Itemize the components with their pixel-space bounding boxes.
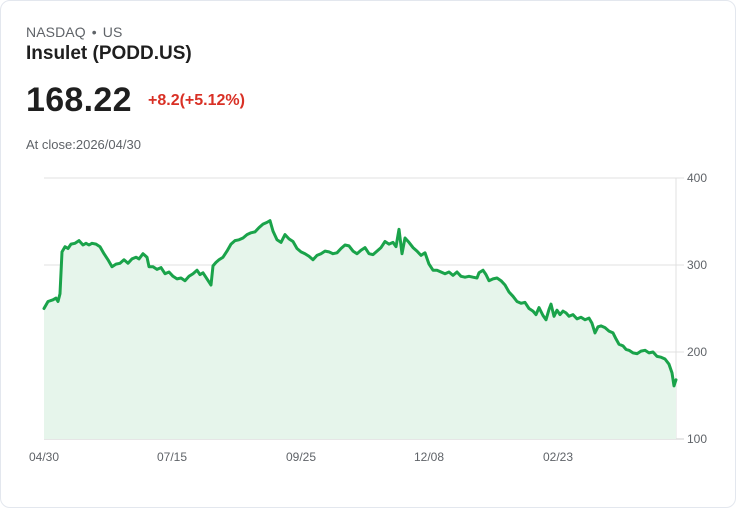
x-tick-label: 09/25 xyxy=(286,450,316,464)
stock-price: 168.22 xyxy=(26,81,132,119)
x-axis: 04/30 07/15 09/25 12/08 02/23 xyxy=(29,450,573,464)
x-tick-label: 02/23 xyxy=(543,450,573,464)
stock-name: Insulet (PODD.US) xyxy=(26,43,192,64)
close-timestamp: At close:2026/04/30 xyxy=(26,137,141,152)
y-tick-label: 300 xyxy=(687,258,707,272)
exchange-line: NASDAQ • US xyxy=(26,24,122,40)
y-tick-label: 200 xyxy=(687,345,707,359)
exchange-name: NASDAQ xyxy=(26,24,86,40)
price-change: +8.2(+5.12%) xyxy=(148,92,245,109)
y-axis: 400 300 200 100 xyxy=(687,171,707,446)
x-tick-label: 07/15 xyxy=(157,450,187,464)
x-tick-label: 12/08 xyxy=(414,450,444,464)
price-line xyxy=(42,219,678,388)
separator-dot: • xyxy=(91,24,97,40)
y-tick-label: 400 xyxy=(687,171,707,185)
region: US xyxy=(102,24,123,40)
price-area xyxy=(44,220,676,439)
x-tick-label: 04/30 xyxy=(29,450,59,464)
y-tick-label: 100 xyxy=(687,432,707,446)
